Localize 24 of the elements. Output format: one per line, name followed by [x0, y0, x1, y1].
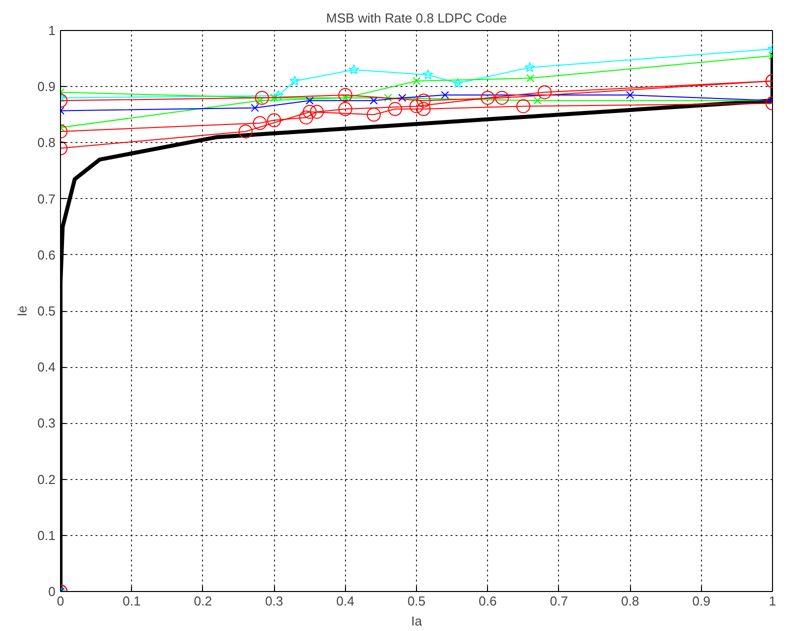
x-tick-label: 0.1 [122, 594, 141, 608]
x-tick-label: 1 [768, 594, 776, 608]
x-tick-label: 0.3 [265, 594, 284, 608]
y-tick-label: 1 [48, 23, 56, 38]
y-axis-title: Ie [14, 306, 30, 316]
y-tick-label: 0 [48, 584, 56, 599]
x-tick-label: 0.2 [194, 594, 212, 608]
y-tick-label: 0.9 [37, 79, 56, 94]
y-tick-label: 0.2 [37, 472, 56, 487]
y-tick-label: 0.4 [37, 360, 56, 375]
y-tick-label: 0.1 [37, 528, 56, 543]
y-tick-label: 0.8 [37, 135, 56, 150]
y-tick-label: 0.3 [37, 416, 56, 431]
x-tick-label: 0.6 [478, 594, 497, 608]
y-tick-label: 0.6 [37, 247, 56, 262]
chart-title: MSB with Rate 0.8 LDPC Code [326, 10, 507, 26]
y-tick-label: 0.7 [37, 191, 56, 206]
y-tick-label: 0.5 [37, 304, 56, 318]
x-tick-label: 0.5 [407, 594, 426, 608]
x-tick-label: 0.8 [621, 594, 640, 608]
x-tick-label: 0.9 [692, 594, 710, 608]
x-axis-title: Ia [411, 614, 423, 628]
x-tick-label: 0.4 [336, 594, 354, 608]
x-tick-label: 0.7 [550, 594, 568, 608]
